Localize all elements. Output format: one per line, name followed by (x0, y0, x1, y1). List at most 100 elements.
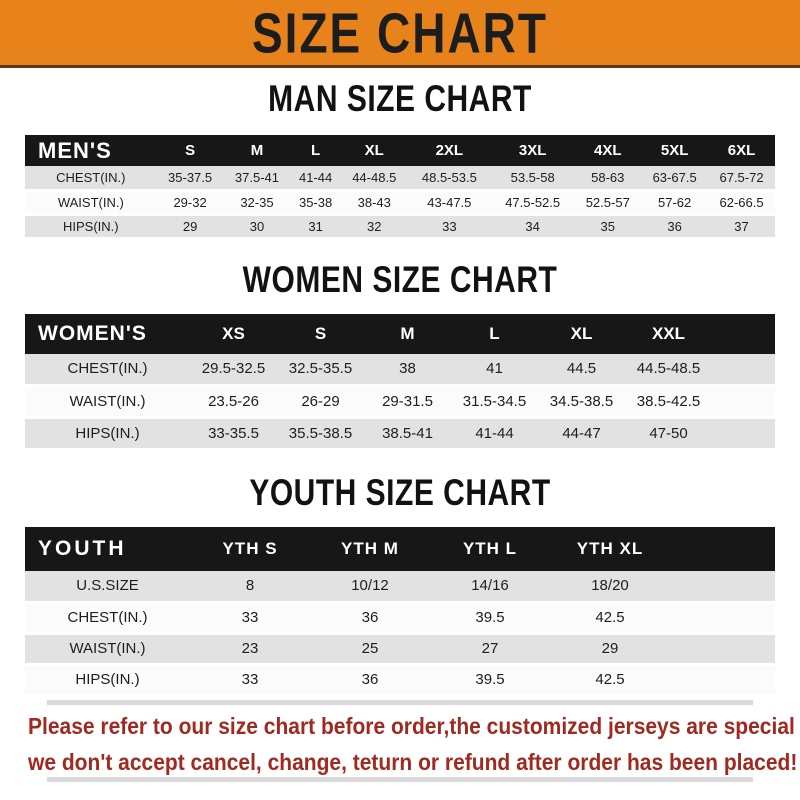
table-row: CHEST(IN.) 35-37.5 37.5-41 41-44 44-48.5 48.5… (25, 166, 775, 190)
size-cell-filler (670, 633, 775, 664)
table-header-row: WOMEN'S XS S M L XL XXL (25, 313, 775, 354)
size-cell: 29-31.5 (364, 385, 451, 418)
size-cell: 62-66.5 (708, 190, 775, 214)
size-cell: 33 (190, 664, 310, 695)
size-cell: 37 (708, 214, 775, 238)
size-cell: 48.5-53.5 (407, 166, 491, 190)
size-cell-filler (712, 417, 775, 450)
size-cell: 41-44 (290, 166, 341, 190)
table-row: HIPS(IN.) 33 36 39.5 42.5 (25, 664, 775, 695)
column-header: S (277, 313, 364, 354)
size-cell: 67.5-72 (708, 166, 775, 190)
size-cell: 23 (190, 633, 310, 664)
size-cell: 35 (574, 214, 642, 238)
table-header-row: MEN'S S M L XL 2XL 3XL 4XL 5XL 6XL (25, 135, 775, 166)
size-cell-filler (670, 571, 775, 602)
table-header-label: YOUTH (25, 527, 190, 571)
size-cell: 38 (364, 353, 451, 386)
size-cell: 10/12 (310, 571, 430, 602)
section-title: WOMEN SIZE CHART (242, 259, 558, 301)
section-man-size-chart: MAN SIZE CHART MEN'S S M L XL 2XL 3XL 4XL 5XL 6XL C… (0, 79, 800, 240)
size-cell: 41-44 (451, 417, 538, 450)
size-cell: 42.5 (550, 664, 670, 695)
table-row: CHEST(IN.) 29.5-32.5 32.5-35.5 38 41 44.5 44.5… (25, 353, 775, 386)
row-label: U.S.SIZE (25, 571, 190, 602)
column-header: 3XL (491, 135, 575, 166)
size-cell: 29-32 (156, 190, 224, 214)
column-header: XL (340, 135, 408, 166)
row-label: WAIST(IN.) (25, 385, 190, 418)
column-header: XL (538, 313, 625, 354)
row-label: HIPS(IN.) (25, 417, 190, 450)
size-cell: 33 (407, 214, 491, 238)
size-cell: 37.5-41 (223, 166, 291, 190)
row-label: HIPS(IN.) (25, 664, 190, 695)
size-cell: 36 (310, 664, 430, 695)
section-title: YOUTH SIZE CHART (249, 473, 551, 514)
size-cell: 8 (190, 571, 310, 602)
size-cell: 36 (310, 602, 430, 633)
size-cell: 38.5-41 (364, 417, 451, 450)
section-women-size-chart: WOMEN SIZE CHART WOMEN'S XS S M L XL XXL CHEST(I… (0, 260, 800, 452)
size-cell: 14/16 (430, 571, 550, 602)
size-cell: 42.5 (550, 602, 670, 633)
size-cell: 36 (641, 214, 709, 238)
table-header-row: YOUTH YTH S YTH M YTH L YTH XL (25, 527, 775, 571)
table-header-label: MEN'S (25, 135, 157, 166)
column-header: 5XL (641, 135, 709, 166)
size-cell: 44.5-48.5 (625, 353, 712, 386)
size-cell: 34.5-38.5 (538, 385, 625, 418)
size-table: YOUTH YTH S YTH M YTH L YTH XL U.S.SIZE 8 10/12… (25, 527, 775, 697)
size-cell: 39.5 (430, 664, 550, 695)
size-cell: 18/20 (550, 571, 670, 602)
row-label: HIPS(IN.) (25, 214, 157, 238)
banner: SIZE CHART (0, 0, 800, 68)
table-row: CHEST(IN.) 33 36 39.5 42.5 (25, 602, 775, 633)
column-header: 6XL (708, 135, 775, 166)
size-cell: 57-62 (641, 190, 709, 214)
table-header-label: WOMEN'S (25, 313, 190, 354)
size-cell: 38.5-42.5 (625, 385, 712, 418)
column-header-filler (712, 313, 775, 354)
size-cell: 31.5-34.5 (451, 385, 538, 418)
divider-line-bottom (47, 776, 753, 782)
column-header: YTH S (190, 527, 310, 571)
row-label: CHEST(IN.) (25, 166, 157, 190)
size-cell: 30 (223, 214, 291, 238)
size-cell: 35-38 (290, 190, 341, 214)
size-cell-filler (670, 602, 775, 633)
size-cell: 44.5 (538, 353, 625, 386)
table-row: WAIST(IN.) 29-32 32-35 35-38 38-43 43-47.5 47.… (25, 190, 775, 214)
row-label: WAIST(IN.) (25, 633, 190, 664)
table-row: WAIST(IN.) 23 25 27 29 (25, 633, 775, 664)
size-cell: 35.5-38.5 (277, 417, 364, 450)
size-cell: 23.5-26 (190, 385, 277, 418)
table-row: U.S.SIZE 8 10/12 14/16 18/20 (25, 571, 775, 602)
column-header: XS (190, 313, 277, 354)
column-header: YTH L (430, 527, 550, 571)
column-header: 2XL (407, 135, 491, 166)
divider-line-top (47, 699, 753, 705)
size-cell: 47-50 (625, 417, 712, 450)
column-header: L (451, 313, 538, 354)
size-cell: 52.5-57 (574, 190, 642, 214)
column-header: 4XL (574, 135, 642, 166)
column-header: L (290, 135, 341, 166)
size-cell: 35-37.5 (156, 166, 224, 190)
size-cell: 44-48.5 (340, 166, 408, 190)
size-cell: 33 (190, 602, 310, 633)
size-cell-filler (712, 353, 775, 386)
table-row: HIPS(IN.) 33-35.5 35.5-38.5 38.5-41 41-44 44-… (25, 417, 775, 450)
size-cell: 63-67.5 (641, 166, 709, 190)
table-row: HIPS(IN.) 29 30 31 32 33 34 35 36 37 (25, 214, 775, 238)
size-cell: 31 (290, 214, 341, 238)
column-header: M (223, 135, 291, 166)
column-header: YTH M (310, 527, 430, 571)
column-header: M (364, 313, 451, 354)
size-cell: 47.5-52.5 (491, 190, 575, 214)
disclaimer-line-2: we don't accept cancel, change, teturn o… (28, 749, 798, 776)
size-cell: 41 (451, 353, 538, 386)
size-cell: 29 (550, 633, 670, 664)
column-header: YTH XL (550, 527, 670, 571)
table-row: WAIST(IN.) 23.5-26 26-29 29-31.5 31.5-34.5 34… (25, 385, 775, 418)
